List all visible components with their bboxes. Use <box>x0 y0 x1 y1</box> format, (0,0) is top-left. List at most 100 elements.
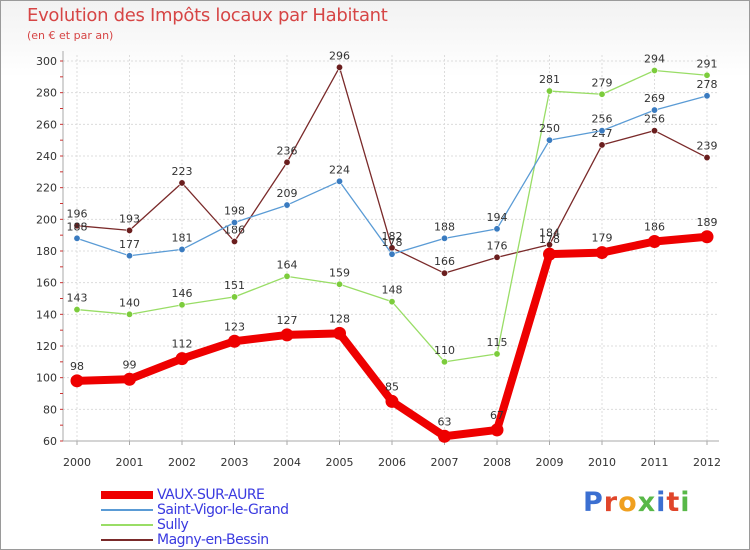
data-point <box>440 269 448 277</box>
data-point <box>178 179 186 187</box>
data-point <box>73 234 81 242</box>
data-point <box>178 301 186 309</box>
series-vaux-sur-aure: 98 99 112 123 127 128 85 63 67 178 179 186 189 <box>70 216 718 443</box>
y-tick-label: 200 <box>36 213 57 226</box>
data-point <box>650 106 658 114</box>
data-point <box>73 222 81 230</box>
data-label: 296 <box>329 49 350 62</box>
data-label: 181 <box>172 231 193 244</box>
data-point <box>385 394 399 408</box>
data-point <box>231 293 239 301</box>
data-point <box>333 326 346 340</box>
data-point <box>598 90 606 98</box>
legend-label: Sully <box>157 516 189 533</box>
data-point <box>703 92 711 100</box>
y-tick-label: 160 <box>36 277 57 290</box>
legend-swatch <box>101 538 153 541</box>
data-point <box>440 234 448 242</box>
legend-item: VAUX-SUR-AURE <box>101 487 288 503</box>
legend-item: Magny-en-Bessin <box>101 532 288 548</box>
data-label: 256 <box>592 113 613 126</box>
data-label: 99 <box>123 358 137 371</box>
data-label: 182 <box>382 230 403 243</box>
data-label: 159 <box>329 266 350 279</box>
data-label: 177 <box>119 238 140 251</box>
data-label: 143 <box>67 292 88 305</box>
data-point <box>648 235 661 248</box>
data-point <box>126 252 134 260</box>
data-point <box>175 352 189 366</box>
x-tick-label: 2008 <box>483 456 511 469</box>
x-tick-labels: 2000 2001 2002 2003 2004 2005 2006 2007 2008 2009… <box>63 456 721 469</box>
data-point <box>598 141 606 149</box>
data-label: 63 <box>438 415 452 428</box>
data-point <box>228 334 241 348</box>
logo-letter: o <box>618 487 638 518</box>
x-tick-label: 2009 <box>536 456 564 469</box>
data-point <box>231 238 239 246</box>
x-tick-label: 2011 <box>641 456 669 469</box>
data-point <box>73 306 81 314</box>
data-label: 112 <box>172 338 193 351</box>
x-tick-label: 2010 <box>588 456 616 469</box>
data-label: 127 <box>277 314 298 327</box>
legend-swatch <box>101 523 153 526</box>
chart-title: Evolution des Impôts locaux par Habitant <box>27 5 388 26</box>
data-label: 236 <box>277 144 298 157</box>
data-point <box>123 372 136 386</box>
data-point <box>493 225 501 233</box>
data-label: 281 <box>539 73 560 86</box>
y-tick-label: 60 <box>43 435 57 448</box>
data-label: 193 <box>119 212 140 225</box>
data-point <box>388 250 396 258</box>
data-point <box>650 67 658 75</box>
data-label: 146 <box>172 287 193 300</box>
data-point <box>703 154 711 162</box>
data-point <box>700 230 714 244</box>
data-point <box>650 127 658 135</box>
data-label: 209 <box>277 187 298 200</box>
data-point <box>280 328 294 342</box>
data-label: 179 <box>592 232 613 245</box>
data-point <box>493 350 501 358</box>
axes <box>60 51 719 445</box>
data-point <box>595 246 609 260</box>
data-point <box>703 71 711 79</box>
data-label: 123 <box>224 320 245 333</box>
y-tick-label: 120 <box>36 340 57 353</box>
logo-letter: t <box>666 487 681 518</box>
data-point <box>440 358 448 366</box>
data-point <box>126 226 134 234</box>
data-label: 194 <box>487 211 508 224</box>
data-point <box>283 158 291 166</box>
data-label: 140 <box>119 296 140 309</box>
data-label: 188 <box>434 220 455 233</box>
x-tick-label: 2003 <box>221 456 249 469</box>
data-label: 164 <box>277 258 298 271</box>
y-tick-label: 100 <box>36 372 57 385</box>
y-tick-label: 140 <box>36 308 57 321</box>
data-label: 256 <box>644 113 665 126</box>
data-label: 98 <box>70 360 84 373</box>
legend-swatch <box>101 508 153 511</box>
legend-item: Saint-Vigor-le-Grand <box>101 502 289 518</box>
x-tick-label: 2007 <box>431 456 459 469</box>
data-point <box>126 310 134 318</box>
logo-letter: r <box>603 487 619 518</box>
data-label: 294 <box>644 53 665 66</box>
data-label: 186 <box>644 221 665 234</box>
legend-swatch <box>101 490 153 499</box>
data-point <box>283 201 291 209</box>
data-label: 189 <box>697 216 718 229</box>
data-label: 188 <box>67 220 88 233</box>
data-label: 178 <box>539 233 560 246</box>
series-magny-en-bessin: 196193223186236296182166176184247256239 <box>67 49 718 277</box>
x-tick-label: 2004 <box>273 456 301 469</box>
x-tick-label: 2005 <box>326 456 354 469</box>
data-point <box>70 374 84 388</box>
legend-item: Sully <box>101 516 288 533</box>
y-tick-label: 180 <box>36 245 57 258</box>
logo-letter: P <box>583 487 604 518</box>
data-label: 198 <box>224 205 245 218</box>
